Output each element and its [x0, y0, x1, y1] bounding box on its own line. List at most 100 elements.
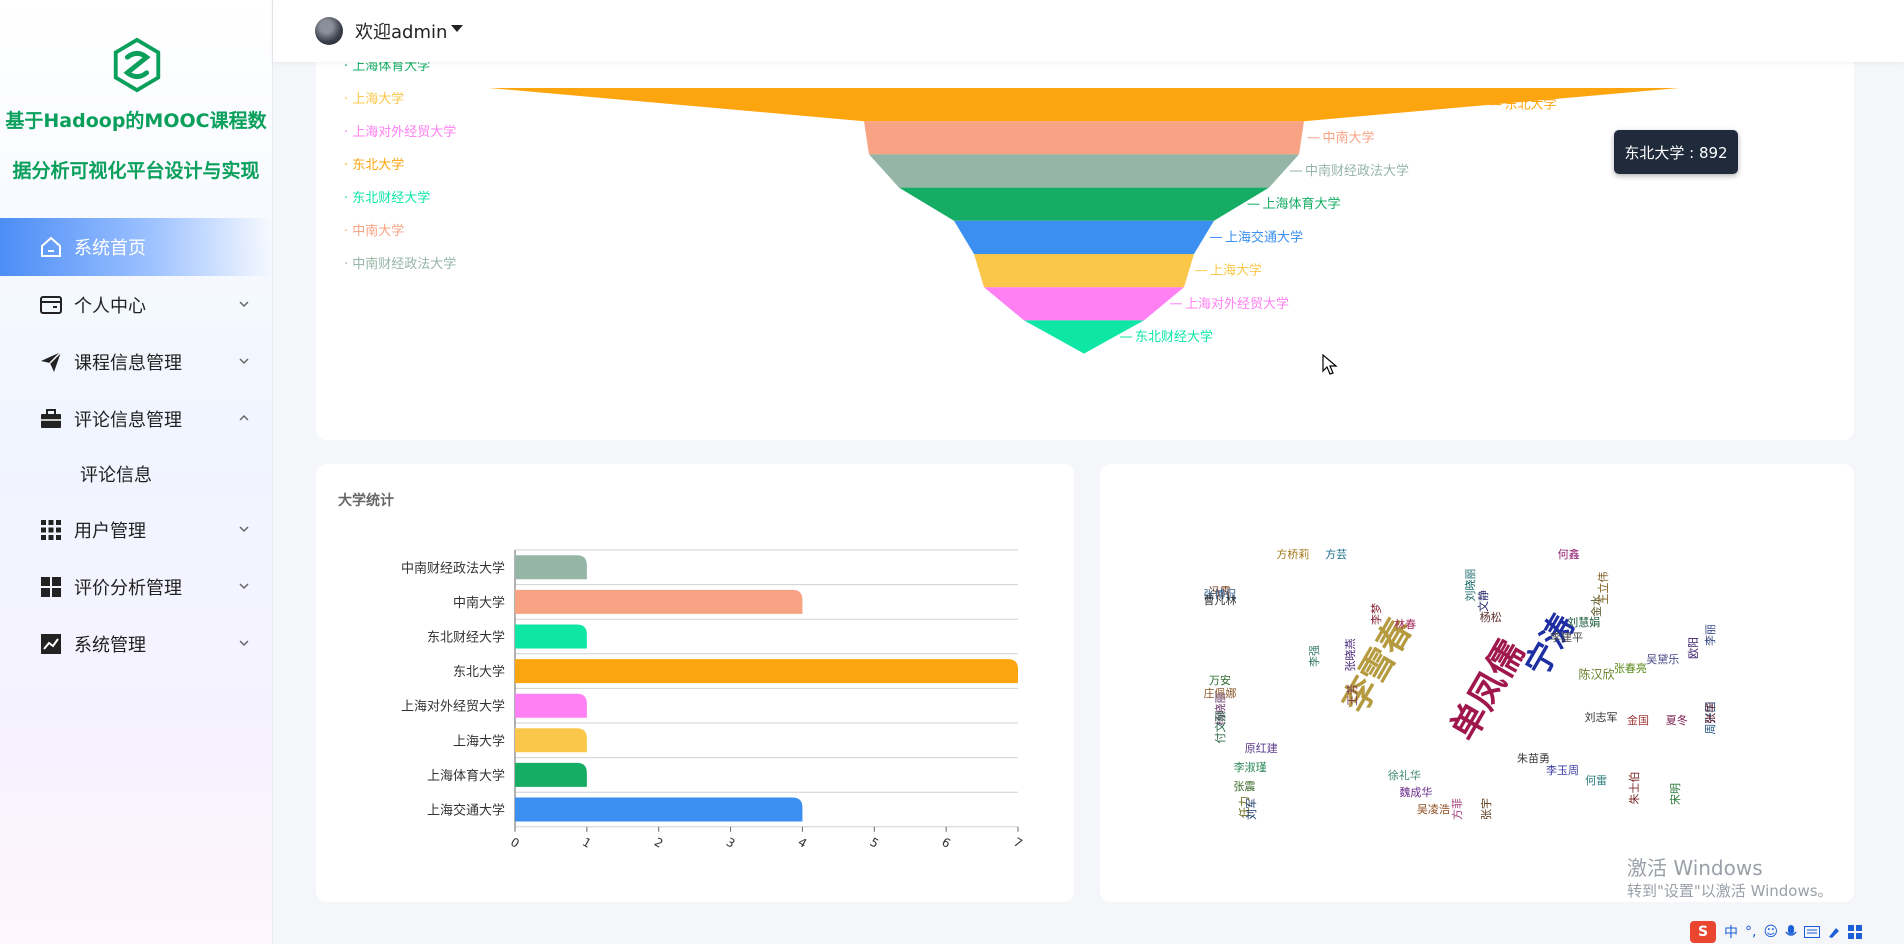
- legend-item[interactable]: · 中南大学: [344, 224, 405, 239]
- bar: [515, 797, 803, 822]
- tick-label: 3: [724, 835, 738, 851]
- category-label: 上海对外经贸大学: [401, 699, 505, 715]
- funnel-layer: [954, 220, 1214, 254]
- grid-icon: [38, 517, 64, 543]
- toolbox-icon[interactable]: [1848, 924, 1863, 939]
- funnel-label: 上海体育大学: [1263, 196, 1341, 212]
- cloud-word: 李梦: [1370, 603, 1384, 626]
- category-label: 上海交通大学: [427, 803, 505, 819]
- tick-label: 7: [1011, 835, 1025, 851]
- cloud-word: 王立伟: [1597, 571, 1611, 605]
- sidebar-item-profile[interactable]: 个人中心: [0, 276, 272, 333]
- sidebar-subitem-label: 评论信息: [80, 465, 152, 486]
- cloud-word: 李淑瑾: [1233, 760, 1267, 774]
- funnel-chart-card: · 上海体育大学 · 上海大学 · 上海对外经贸大学 · 东北大学 · 东北财经大学 · …: [316, 50, 1854, 440]
- sidebar-item-label: 课程信息管理: [74, 352, 182, 374]
- chart-tooltip: 东北大学 : 892: [1614, 130, 1738, 174]
- category-label: 中南大学: [453, 595, 505, 611]
- chevron-up-icon: [239, 414, 249, 421]
- cloud-word: 张宇: [1480, 798, 1494, 820]
- sidebar-item-system[interactable]: 系统管理: [0, 615, 272, 672]
- funnel-layer: [489, 88, 1679, 122]
- legend-item[interactable]: · 上海大学: [344, 92, 405, 107]
- cloud-word: 方桥莉: [1276, 548, 1310, 561]
- ime-punctuation-toggle[interactable]: °,: [1745, 923, 1757, 940]
- legend-item[interactable]: · 上海体育大学: [344, 59, 431, 74]
- windows-activate-title: 激活 Windows: [1627, 856, 1763, 880]
- bar: [515, 728, 587, 753]
- tick-label: 6: [939, 835, 953, 851]
- funnel-label: 中南大学: [1323, 130, 1375, 146]
- sidebar-item-label: 系统管理: [74, 634, 146, 656]
- cloud-word: 张华: [1704, 701, 1717, 724]
- sogou-ime-icon[interactable]: S: [1690, 920, 1716, 943]
- cloud-word: 张震: [1233, 780, 1256, 794]
- cloud-word: 付文丽: [1214, 710, 1227, 744]
- category-label: 东北大学: [453, 664, 505, 680]
- caret-down-icon[interactable]: [451, 25, 463, 32]
- sidebar-item-evaluation[interactable]: 评价分析管理: [0, 558, 272, 615]
- paper-plane-icon: [38, 349, 64, 375]
- funnel-layer: [984, 287, 1184, 321]
- sidebar-subitem-comment-info[interactable]: 评论信息: [0, 447, 272, 501]
- apps-icon: [38, 574, 64, 600]
- funnel-label: 东北大学: [1505, 97, 1557, 113]
- sidebar: 基于Hadoop的MOOC课程数 据分析可视化平台设计与实现 系统首页 个人中心…: [0, 0, 273, 944]
- cloud-word: 何雷: [1585, 774, 1608, 788]
- legend-item[interactable]: · 中南财经政法大学: [344, 257, 457, 272]
- chevron-down-icon: [239, 583, 249, 590]
- funnel-legend: · 上海体育大学 · 上海大学 · 上海对外经贸大学 · 东北大学 · 东北财经大学 · …: [344, 50, 456, 281]
- cloud-word: 宋明: [1669, 782, 1683, 805]
- ime-lang-toggle[interactable]: 中: [1724, 924, 1738, 941]
- microphone-icon[interactable]: [1785, 924, 1797, 940]
- category-label: 中南财经政法大学: [401, 560, 505, 576]
- legend-item[interactable]: · 上海对外经贸大学: [344, 125, 457, 140]
- word-cloud: 李雪春 单凤儒 宁涛 陈汉欣 刘志军 朱苗勇 徐礼华 原红建 万安 冯霄 方芸 何鑫 李建平 张春亮 金国李…: [1100, 464, 1854, 902]
- funnel-label: 中南财经政法大学: [1305, 163, 1409, 179]
- legend-item[interactable]: · 东北大学: [344, 158, 405, 173]
- sidebar-item-users[interactable]: 用户管理: [0, 501, 272, 558]
- tick-label: 1: [580, 835, 594, 851]
- cloud-word: 刘军: [1244, 798, 1258, 820]
- skin-icon[interactable]: [1827, 925, 1841, 939]
- sidebar-item-course[interactable]: 课程信息管理: [0, 333, 272, 390]
- cloud-word: 曹凡林: [1203, 594, 1237, 608]
- cloud-word: 吴凌浩: [1416, 803, 1450, 816]
- app-title-line1: 基于Hadoop的MOOC课程数: [5, 110, 267, 132]
- legend-item[interactable]: · 东北财经大学: [344, 191, 431, 206]
- top-header: 欢迎admin: [273, 0, 1904, 62]
- cloud-word: 林春: [1394, 618, 1417, 632]
- home-icon: [38, 234, 64, 260]
- sidebar-item-home[interactable]: 系统首页: [0, 218, 272, 276]
- university-bar-chart: 中南财经政法大学中南大学东北财经大学东北大学上海对外经贸大学上海大学上海体育大学…: [401, 549, 1025, 851]
- bar: [515, 659, 1018, 684]
- cloud-word: 方菲: [1450, 798, 1464, 820]
- avatar[interactable]: [315, 17, 343, 45]
- windows-activate-hint: 转到"设置"以激活 Windows。: [1627, 882, 1833, 900]
- cloud-word: 李强: [1307, 645, 1321, 668]
- emoji-icon[interactable]: ☺: [1763, 923, 1779, 940]
- tick-label: 2: [652, 835, 666, 851]
- cloud-word: 何鑫: [1557, 548, 1580, 561]
- funnel-layer: [864, 121, 1304, 155]
- sidebar-item-comment[interactable]: 评论信息管理: [0, 390, 272, 447]
- briefcase-icon: [38, 406, 64, 432]
- sidebar-menu: 系统首页 个人中心 课程信息管理 评论信息管理 评论信息: [0, 218, 272, 672]
- cloud-word: 刘晓丽: [1463, 568, 1477, 602]
- cloud-word: 夏冬: [1665, 714, 1688, 727]
- bar: [515, 555, 587, 580]
- wallet-icon: [38, 292, 64, 318]
- cloud-word: 欧阳: [1686, 637, 1700, 660]
- category-label: 东北财经大学: [427, 630, 505, 646]
- sidebar-item-label: 用户管理: [74, 520, 146, 542]
- cloud-word: 金国: [1627, 713, 1649, 727]
- funnel-label: 东北财经大学: [1135, 329, 1213, 345]
- sidebar-item-label: 评价分析管理: [74, 577, 182, 599]
- welcome-user-menu[interactable]: 欢迎admin: [355, 22, 448, 43]
- keyboard-icon[interactable]: [1804, 925, 1821, 938]
- cloud-word: 李丽: [1704, 623, 1717, 646]
- cloud-word: 刘慧娟: [1567, 615, 1601, 629]
- cloud-word: 杨松: [1479, 611, 1502, 625]
- tick-label: 5: [867, 835, 881, 851]
- cloud-word: 原红建: [1244, 742, 1278, 756]
